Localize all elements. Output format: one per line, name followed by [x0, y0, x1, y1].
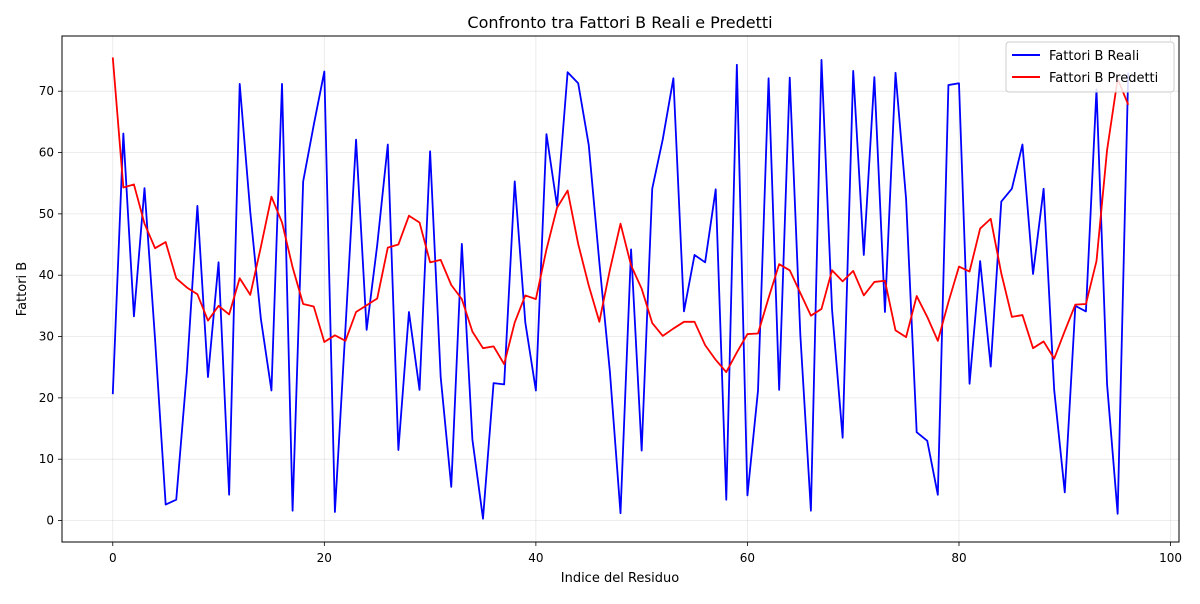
x-tick-label: 80: [951, 551, 966, 565]
x-tick-label: 100: [1159, 551, 1182, 565]
y-tick-label: 30: [39, 330, 54, 344]
y-tick-label: 70: [39, 84, 54, 98]
plot-frame: [61, 35, 1180, 543]
y-tick-label: 50: [39, 207, 54, 221]
legend-label-reali: Fattori B Reali: [1049, 49, 1139, 64]
y-tick-label: 40: [39, 268, 54, 282]
y-tick-label: 0: [46, 514, 54, 528]
axis-ticks: 0 20 40 60 80 100 0 10 20 30 40 50 60 70: [39, 84, 1182, 565]
y-tick-label: 10: [39, 452, 54, 466]
x-tick-label: 20: [317, 551, 332, 565]
series-line-reali: [111, 59, 1130, 520]
legend: Fattori B Reali Fattori B Predetti: [1005, 41, 1175, 93]
y-tick-label: 60: [39, 146, 54, 160]
series-lines: [111, 57, 1130, 520]
legend-label-predetti: Fattori B Predetti: [1049, 71, 1158, 86]
y-axis-label: Fattori B: [15, 262, 30, 316]
x-tick-label: 0: [109, 551, 117, 565]
series-line-predetti: [111, 57, 1130, 374]
x-tick-label: 40: [528, 551, 543, 565]
legend-box: [1005, 41, 1175, 93]
x-axis-label: Indice del Residuo: [561, 571, 680, 586]
chart-title: Confronto tra Fattori B Reali e Predetti: [467, 13, 772, 32]
y-tick-label: 20: [39, 391, 54, 405]
x-tick-label: 60: [740, 551, 755, 565]
